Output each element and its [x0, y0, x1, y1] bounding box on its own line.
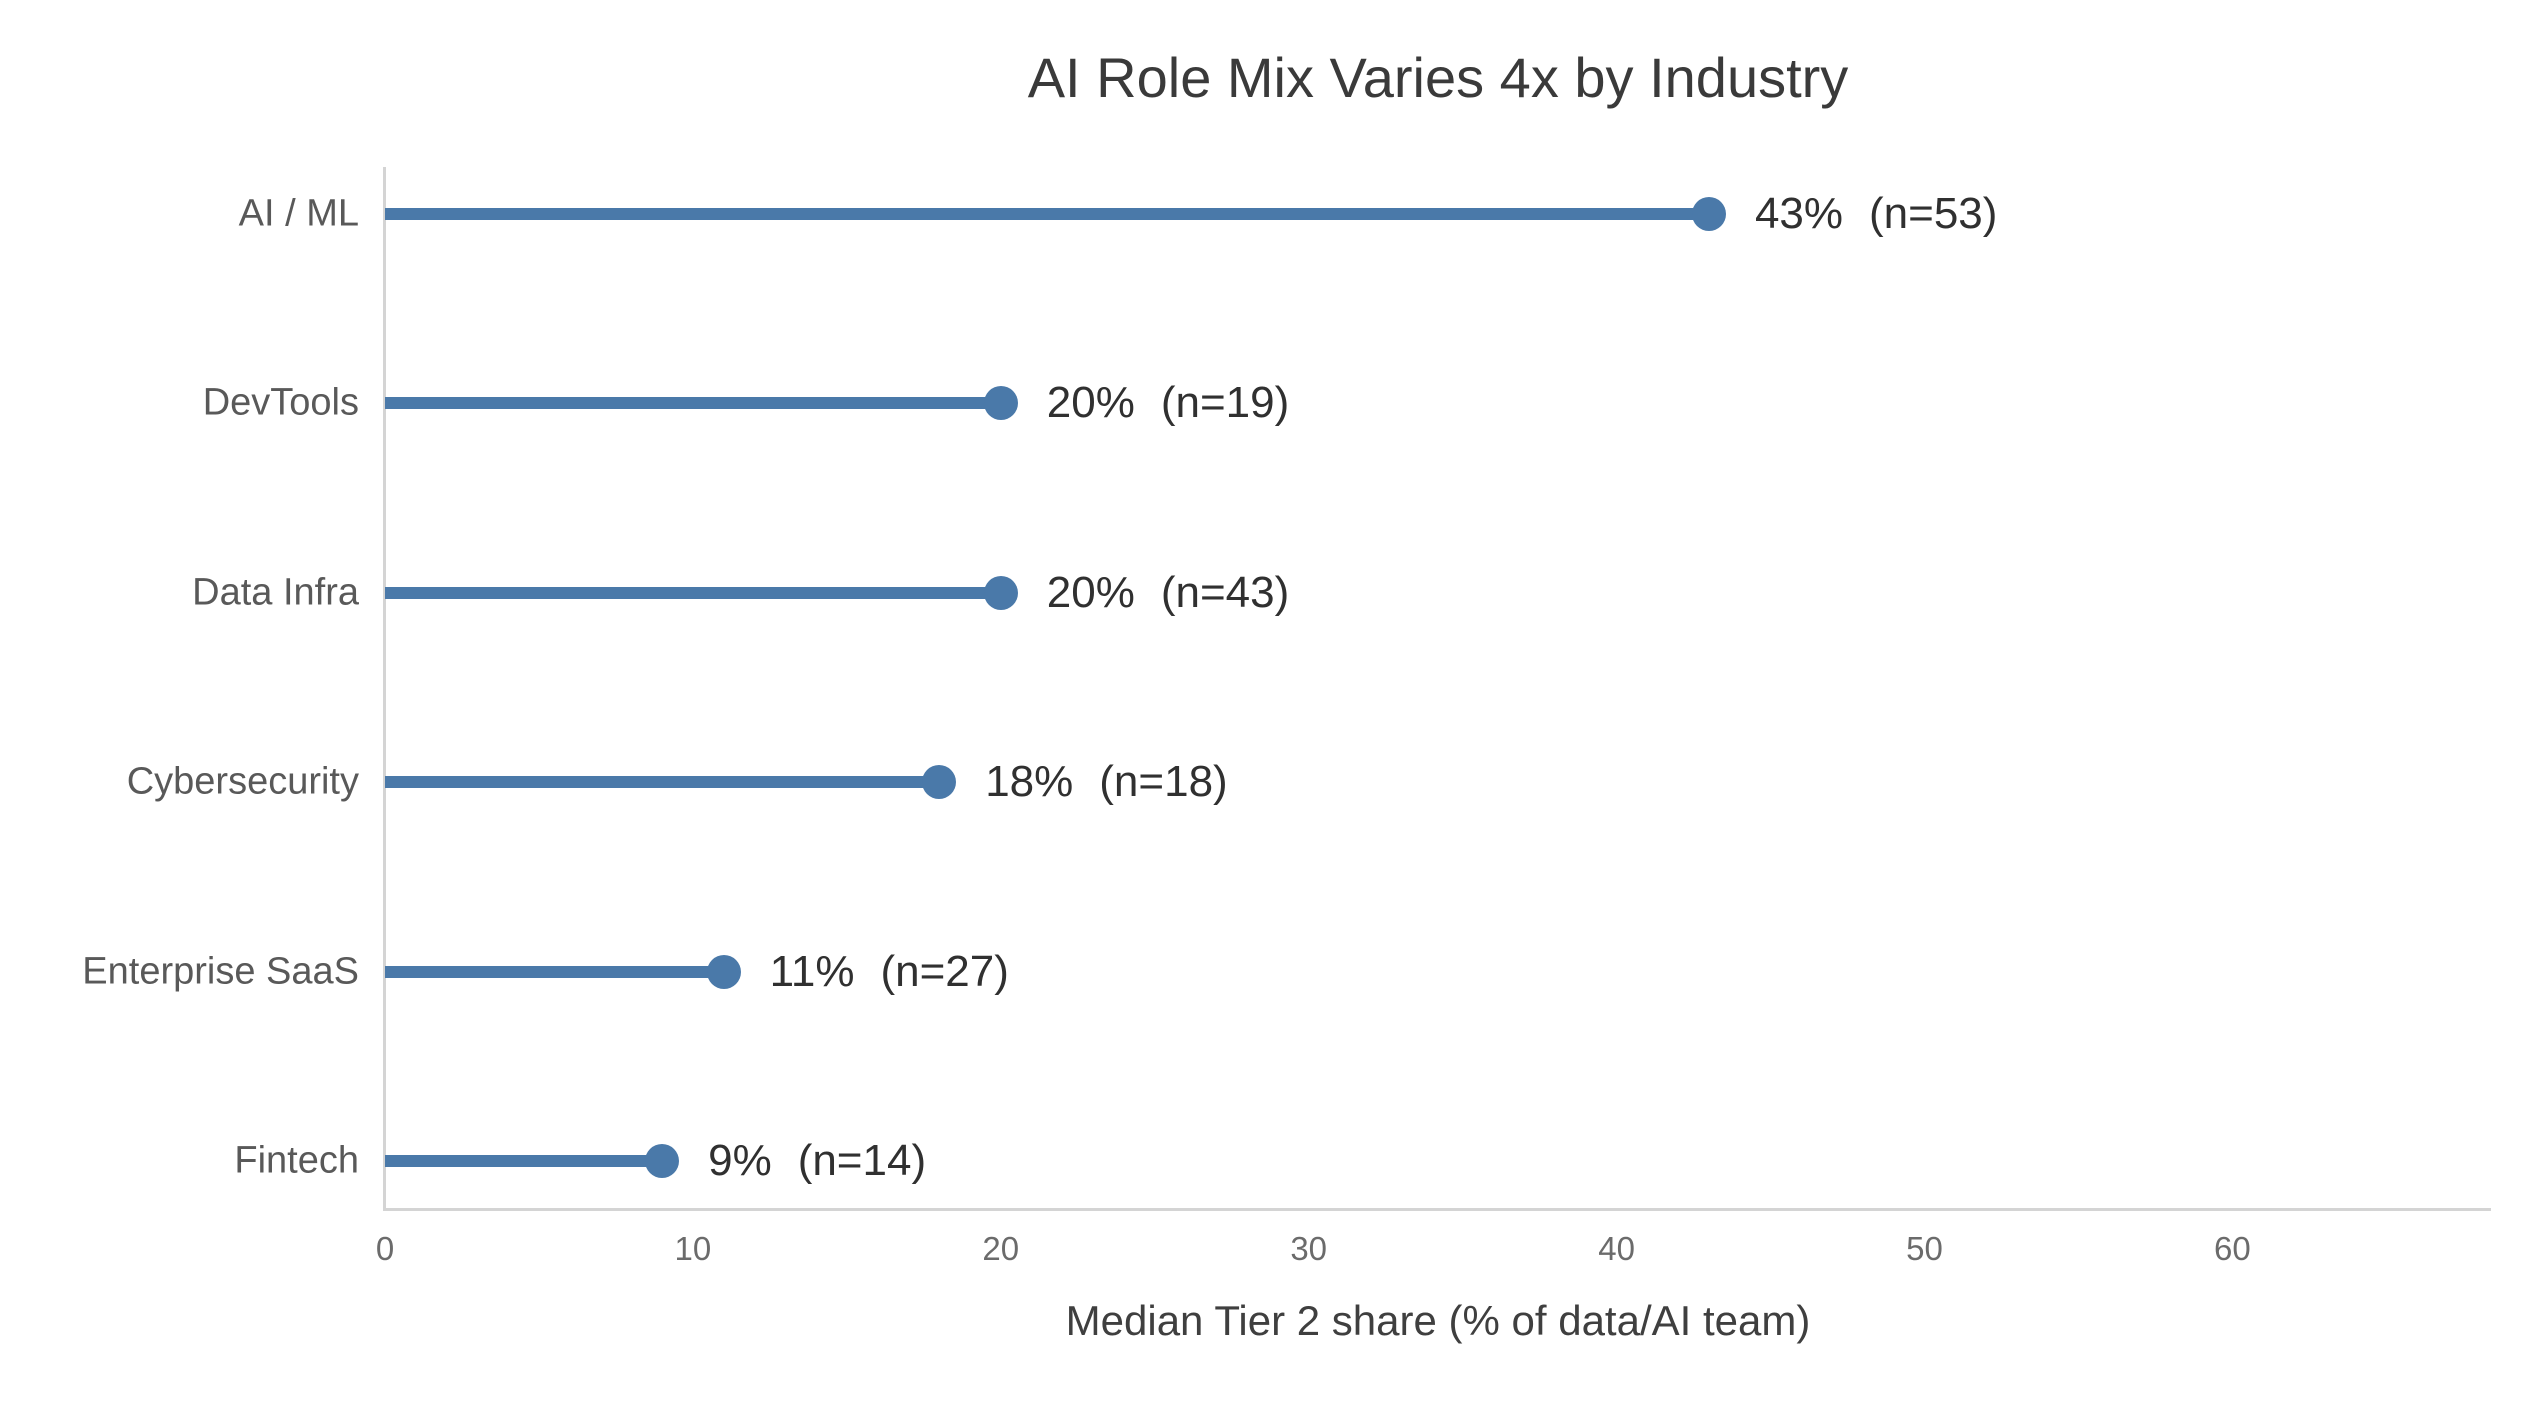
x-tick-label: 60	[2214, 1230, 2251, 1267]
point-annotation: 11% (n=27)	[770, 947, 1009, 997]
data-point-dot	[645, 1144, 680, 1178]
point-annotation: 20% (n=43)	[1047, 568, 1290, 618]
point-annotation: 43% (n=53)	[1755, 189, 1998, 239]
x-tick-label: 20	[982, 1230, 1020, 1267]
x-axis-title: Median Tier 2 share (% of data/AI team)	[1065, 1297, 1811, 1344]
sample-size-label: (n=19)	[1160, 378, 1290, 428]
category-label: AI / ML	[238, 192, 359, 235]
sample-size-label: (n=18)	[1099, 757, 1228, 807]
lollipop-stem	[385, 397, 1001, 410]
category-label: DevTools	[202, 381, 359, 424]
data-point-dot	[922, 765, 957, 800]
data-point-dot	[983, 575, 1018, 610]
sample-size-label: (n=53)	[1869, 189, 1998, 238]
value-label: 43%	[1754, 189, 1844, 238]
y-axis-line	[383, 167, 386, 1211]
category-label: Cybersecurity	[126, 760, 359, 803]
sample-size-label: (n=27)	[880, 946, 1009, 996]
category-label: Data Infra	[192, 571, 359, 614]
data-point-dot	[706, 954, 741, 989]
x-tick-label: 10	[674, 1230, 712, 1267]
data-point-dot	[983, 386, 1018, 421]
value-label: 11%	[769, 946, 855, 996]
lollipop-stem	[385, 208, 1709, 220]
x-tick-label: 50	[1906, 1230, 1943, 1267]
value-label: 20%	[1046, 567, 1135, 617]
sample-size-label: (n=14)	[797, 1136, 927, 1185]
category-label: Fintech	[234, 1139, 359, 1182]
x-tick-label: 0	[375, 1230, 395, 1267]
sample-size-label: (n=43)	[1160, 567, 1290, 617]
x-tick-label: 30	[1290, 1230, 1328, 1267]
chart-title: AI Role Mix Varies 4x by Industry	[1027, 46, 1849, 109]
point-annotation: 20% (n=19)	[1047, 378, 1290, 428]
point-annotation: 18% (n=18)	[985, 757, 1228, 807]
lollipop-stem	[385, 965, 724, 978]
value-label: 9%	[708, 1136, 772, 1185]
x-tick-label: 40	[1598, 1230, 1635, 1267]
lollipop-stem	[385, 776, 940, 789]
lollipop-stem	[385, 1155, 663, 1167]
plot-area: AI / ML 43% (n=53) DevTools 20% (n=19) Data In…	[82, 167, 2491, 1267]
point-annotation: 9% (n=14)	[708, 1136, 926, 1186]
x-axis-line	[383, 1208, 2491, 1211]
data-point-dot	[1691, 197, 1726, 231]
value-label: 18%	[985, 757, 1074, 807]
lollipop-stem	[385, 586, 1001, 599]
value-label: 20%	[1046, 378, 1135, 428]
category-label: Enterprise SaaS	[82, 950, 359, 993]
